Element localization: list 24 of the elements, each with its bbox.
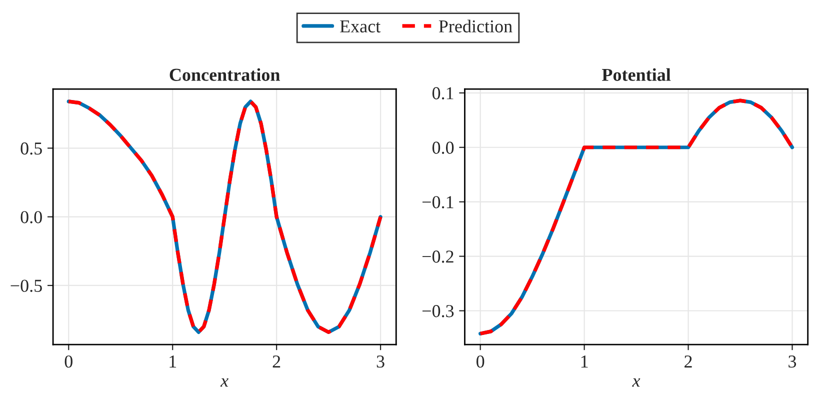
y-tick-label: −0.5 — [10, 280, 42, 292]
chart-title: Potential — [602, 68, 671, 81]
x-axis-title: x — [632, 378, 640, 387]
chart-title: Concentration — [170, 68, 280, 81]
x-tick-label: 2 — [684, 356, 692, 368]
x-tick-label: 1 — [170, 356, 176, 368]
y-tick-label: 0.1 — [432, 87, 454, 100]
y-tick-label: 0.0 — [432, 142, 454, 154]
line-series — [66, 100, 382, 334]
line-series — [478, 98, 794, 336]
y-tick-label: 0.0 — [20, 211, 42, 224]
x-tick-label: 0 — [476, 355, 484, 368]
y-tick-label: 0.5 — [20, 142, 42, 155]
x-tick-label: 3 — [376, 356, 384, 368]
x-tick-label: 1 — [581, 356, 588, 368]
x-tick-label: 0 — [64, 355, 72, 368]
y-tick-label: −0.3 — [422, 305, 454, 318]
x-tick-label: 3 — [788, 356, 796, 368]
legend-label: Exact — [340, 20, 381, 32]
y-tick-label: −0.2 — [422, 250, 454, 263]
x-axis-title: x — [220, 378, 228, 387]
y-tick-label: −0.1 — [422, 196, 454, 208]
legend-label: Prediction — [438, 20, 512, 32]
x-tick-label: 2 — [272, 356, 280, 368]
